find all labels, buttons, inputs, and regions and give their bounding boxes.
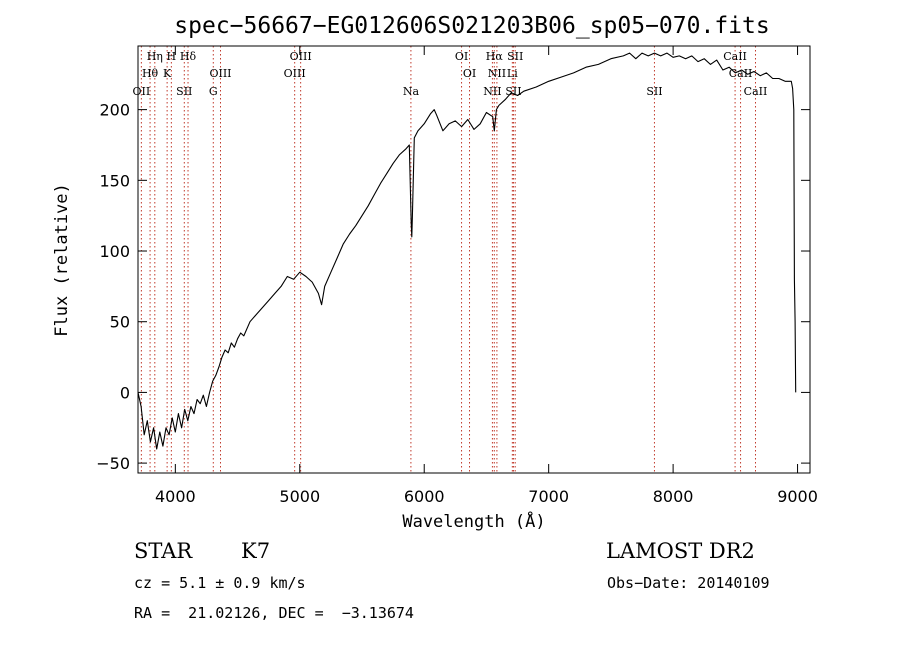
marker-line-labels: Hη Hθ OII HK SII Hδ OIII G OIII OIII Na OI OI NII Hα NI… bbox=[133, 50, 768, 98]
object-class: STAR bbox=[134, 539, 193, 563]
marker-line-label: H bbox=[167, 50, 177, 63]
y-tick-label: 0 bbox=[120, 383, 130, 402]
marker-line-label: CaII bbox=[723, 50, 747, 63]
marker-line-label: CaII bbox=[744, 85, 768, 98]
redshift-velocity: cz = 5.1 ± 0.9 km/s bbox=[134, 574, 306, 592]
x-tick-label: 4000 bbox=[155, 487, 196, 506]
spectrum-series bbox=[137, 52, 797, 450]
marker-line-label: Hη bbox=[147, 50, 163, 63]
x-tick-label: 7000 bbox=[528, 487, 569, 506]
x-tick-label: 9000 bbox=[777, 487, 818, 506]
marker-line-label: NII bbox=[488, 67, 506, 80]
marker-line-label: SII bbox=[176, 85, 192, 98]
x-tick-label: 8000 bbox=[653, 487, 694, 506]
marker-line-label: NII bbox=[483, 85, 501, 98]
plot-frame bbox=[137, 45, 811, 474]
marker-line-label: Na bbox=[403, 85, 420, 98]
y-tick-label: 100 bbox=[99, 242, 130, 261]
y-tick-label: 150 bbox=[99, 171, 130, 190]
marker-line-label: OIII bbox=[284, 67, 306, 80]
x-tick-label: 5000 bbox=[279, 487, 320, 506]
y-tick-label: −50 bbox=[96, 454, 130, 473]
y-tick-label: 50 bbox=[110, 313, 130, 332]
marker-line-label: OI bbox=[455, 50, 468, 63]
x-tick-label: 6000 bbox=[404, 487, 445, 506]
marker-line-label: SII bbox=[507, 50, 523, 63]
chart-title: spec−56667−EG012606S021203B06_sp05−070.f… bbox=[174, 13, 769, 39]
marker-line-label: CaII bbox=[729, 67, 753, 80]
marker-line-label: G bbox=[209, 85, 218, 98]
marker-line-label: Hθ bbox=[142, 67, 159, 80]
ra-dec-coordinates: RA = 21.02126, DEC = −3.13674 bbox=[134, 604, 414, 622]
marker-line-label: OIII bbox=[209, 67, 231, 80]
marker-line-label: SII bbox=[646, 85, 662, 98]
marker-line-label: Hδ bbox=[180, 50, 197, 63]
marker-line-label: K bbox=[163, 67, 172, 80]
marker-line-label: OI bbox=[463, 67, 476, 80]
survey-name: LAMOST DR2 bbox=[606, 539, 755, 563]
axis-ticks: 4000 5000 6000 7000 8000 9000 −50 0 50 100 150 200 bbox=[96, 46, 818, 506]
y-axis-label: Flux (relative) bbox=[52, 183, 72, 337]
marker-line-label: OII bbox=[133, 85, 151, 98]
y-tick-label: 200 bbox=[99, 101, 130, 120]
marker-line-label: Hα bbox=[486, 50, 504, 63]
observation-date: Obs−Date: 20140109 bbox=[607, 574, 770, 592]
marker-line-label: OIII bbox=[290, 50, 312, 63]
marker-lines bbox=[140, 46, 756, 473]
x-axis-label: Wavelength (Å) bbox=[402, 510, 545, 532]
object-subclass: K7 bbox=[241, 539, 271, 563]
spectrum-line-0 bbox=[137, 52, 797, 450]
marker-line-label: Li bbox=[507, 67, 518, 80]
